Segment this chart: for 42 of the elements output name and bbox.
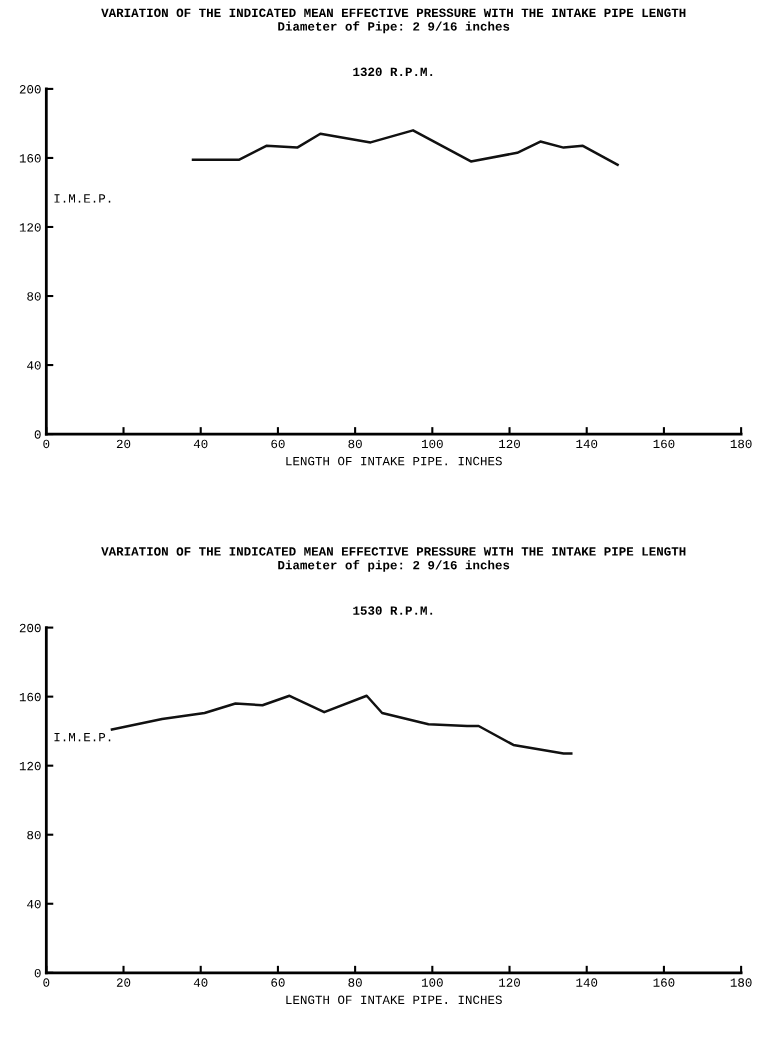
x-tick-label: 60 [271,439,285,449]
x-tick-label: 100 [421,439,443,449]
x-tick-label: 140 [576,439,598,449]
y-tick-label: 200 [19,85,41,94]
x-tick-label: 120 [499,978,520,987]
x-tick-label: 100 [421,978,443,987]
y-tick-label: 200 [19,623,41,633]
y-tick-label: 80 [27,830,41,840]
chart-subtitle: 1530 R.P.M. [353,606,433,615]
y-tick-label: 0 [34,430,41,439]
x-tick-label: 80 [348,978,362,987]
chart-title: VARIATION OF THE INDICATED MEAN EFFECTIVE PRESSURE WITH THE INTAKE PIPE LENGTH Diameter of pipe: 2 9/16 inches [101,547,686,572]
y-tick-label: 40 [27,361,41,370]
x-tick-label: 40 [193,978,208,987]
x-tick-label: 160 [653,978,675,987]
x-tick-label: 20 [116,439,131,449]
y-tick-label: 120 [19,223,41,232]
chart-subtitle: 1320 R.P.M. [353,67,433,77]
x-tick-label: 20 [116,978,131,987]
y-tick-label: 40 [27,899,41,909]
y-tick-label: 160 [19,692,41,702]
x-tick-label: 0 [43,439,50,449]
y-tick-label: 80 [27,292,41,301]
y-axis-title: I.M.E.P. [54,194,111,203]
y-tick-label: 0 [34,968,41,978]
line-series [191,129,619,167]
x-tick-label: 180 [730,978,752,987]
x-tick-label: 140 [576,978,598,987]
x-tick-label: 60 [271,978,285,987]
y-axis-title: I.M.E.P. [54,733,111,742]
x-tick-label: 160 [653,439,675,449]
line-series [110,694,573,755]
y-tick-label: 160 [19,154,41,163]
y-tick-label: 120 [19,761,41,771]
x-axis-title: LENGTH OF INTAKE PIPE. INCHES [286,456,502,466]
x-tick-label: 40 [193,439,208,449]
x-tick-label: 180 [730,439,752,449]
x-axis-title: LENGTH OF INTAKE PIPE. INCHES [286,995,502,1005]
chart-title: VARIATION OF THE INDICATED MEAN EFFECTIVE PRESSURE WITH THE INTAKE PIPE LENGTH Diameter of Pipe: 2 9/16 inches [101,8,686,34]
x-tick-label: 80 [348,439,362,449]
x-tick-label: 0 [43,978,50,987]
x-tick-label: 120 [499,439,520,449]
